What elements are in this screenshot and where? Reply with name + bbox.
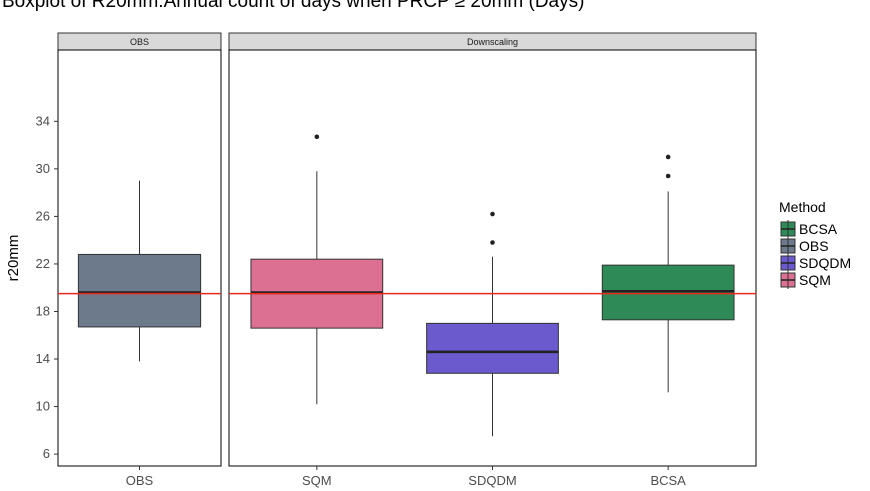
- legend-label: SDQDM: [799, 255, 851, 271]
- outlier-point: [314, 134, 320, 140]
- y-tick-label: 22: [36, 256, 50, 271]
- box-sdqdm: [426, 322, 559, 374]
- facet-strip-label: OBS: [130, 37, 149, 47]
- outlier-point: [665, 154, 671, 160]
- outlier-point: [665, 173, 671, 179]
- box-obs: [77, 253, 202, 328]
- outlier-point: [490, 211, 495, 217]
- x-tick-label: OBS: [126, 473, 154, 488]
- y-tick-label: 6: [43, 446, 50, 461]
- legend-label: BCSA: [799, 221, 838, 237]
- y-axis-label: r20mm: [5, 235, 22, 282]
- facet-strip-label: Downscaling: [467, 37, 518, 47]
- y-tick-label: 34: [36, 113, 50, 128]
- x-tick-label: BCSA: [650, 473, 686, 488]
- y-tick-label: 18: [36, 303, 50, 318]
- legend-label: OBS: [799, 238, 829, 254]
- y-tick-label: 26: [36, 208, 50, 223]
- legend-title: Method: [779, 199, 826, 215]
- y-tick-label: 14: [36, 351, 50, 366]
- legend-label: SQM: [799, 272, 831, 288]
- chart-title-area: Boxplot of R20mm:Annual count of days wh…: [0, 0, 870, 15]
- chart-title: Boxplot of R20mm:Annual count of days wh…: [2, 0, 585, 12]
- y-tick-label: 30: [36, 161, 50, 176]
- y-tick-label: 10: [36, 399, 50, 414]
- x-tick-label: SDQDM: [468, 473, 516, 488]
- outlier-point: [490, 240, 495, 245]
- x-tick-label: SQM: [302, 473, 332, 488]
